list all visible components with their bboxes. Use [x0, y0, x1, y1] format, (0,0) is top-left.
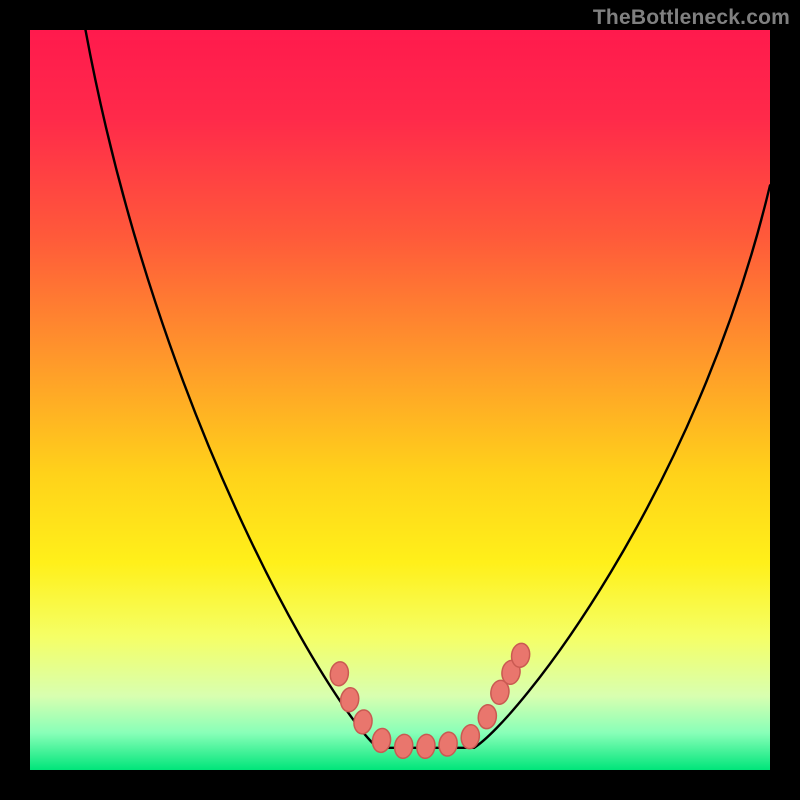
plot-area — [30, 30, 770, 770]
stage: TheBottleneck.com — [0, 0, 800, 800]
watermark-text: TheBottleneck.com — [593, 6, 790, 30]
chart-canvas — [0, 0, 800, 800]
